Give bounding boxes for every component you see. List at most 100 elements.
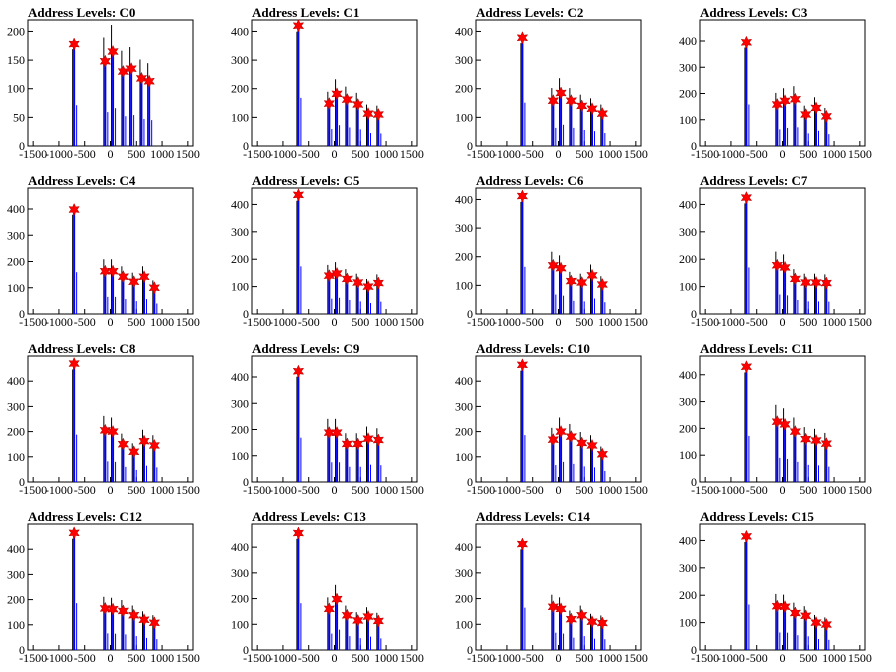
plot-frame — [251, 187, 418, 315]
y-tick-label: 200 — [231, 592, 249, 606]
peak-marker — [138, 270, 150, 284]
plot-frame — [27, 355, 194, 483]
plot-frame — [699, 523, 866, 651]
peak-marker — [771, 97, 784, 112]
chart-panel-11: Address Levels: C11 0 100 200 300 400 -1500-10… — [679, 341, 872, 497]
x-tick-label: 500 — [799, 147, 817, 161]
x-tick-label: -1500 — [243, 483, 271, 497]
y-tick-label: 400 — [7, 202, 25, 216]
x-tick-label: 1500 — [848, 315, 872, 329]
peak-marker — [799, 609, 812, 623]
y-tick-label: 100 — [7, 618, 25, 632]
y-tick-label: 400 — [679, 197, 697, 211]
x-tick-label: 1500 — [848, 483, 872, 497]
plot-frame — [251, 523, 418, 651]
x-tick-label: -1000 — [717, 147, 745, 161]
x-tick-label: -500 — [298, 147, 320, 161]
peak-marker — [323, 97, 336, 111]
y-tick-label: 100 — [455, 278, 473, 292]
peak-marker — [372, 614, 385, 628]
x-tick-label: -500 — [74, 315, 96, 329]
x-tick-label: 1500 — [176, 483, 200, 497]
x-tick-label: 1500 — [400, 315, 424, 329]
x-tick-label: 0 — [108, 147, 114, 161]
x-tick-label: -1000 — [269, 147, 297, 161]
y-tick-label: 300 — [455, 399, 473, 413]
x-tick-label: -1000 — [45, 147, 73, 161]
peak-marker — [117, 437, 130, 451]
peak-marker — [292, 19, 305, 33]
y-tick-label: 300 — [231, 225, 249, 239]
x-tick-label: 1500 — [624, 315, 648, 329]
y-tick-label: 200 — [7, 255, 25, 269]
y-tick-label: 0 — [467, 643, 473, 657]
y-tick-label: 300 — [455, 221, 473, 235]
x-tick-label: 1000 — [822, 147, 846, 161]
y-tick-label: 100 — [455, 450, 473, 464]
peak-marker — [596, 277, 609, 292]
x-tick-label: 1500 — [624, 651, 648, 665]
x-tick-label: 1500 — [624, 483, 648, 497]
peak-marker — [586, 102, 598, 116]
x-tick-label: 0 — [556, 651, 562, 665]
x-tick-label: 0 — [780, 315, 786, 329]
y-tick-label: 200 — [455, 592, 473, 606]
chart-title: Address Levels: C15 — [700, 509, 814, 524]
peak-marker — [138, 434, 150, 448]
peak-marker — [575, 99, 588, 113]
plot-frame — [27, 187, 194, 315]
y-tick-label: 400 — [7, 374, 25, 388]
plot-frame — [27, 523, 194, 651]
x-tick-label: -1000 — [717, 651, 745, 665]
plot-frame — [699, 19, 866, 147]
peak-marker — [127, 445, 140, 459]
peak-marker — [362, 432, 374, 446]
peak-marker — [555, 602, 567, 616]
y-tick-label: 300 — [7, 399, 25, 413]
x-tick-label: -1500 — [691, 651, 719, 665]
y-tick-label: 0 — [243, 139, 249, 153]
peak-marker — [547, 433, 560, 447]
x-tick-label: 500 — [799, 651, 817, 665]
peak-marker — [125, 62, 137, 76]
chart-panel-13: Address Levels: C13 0 100 200 300 400 -1500-10… — [231, 509, 424, 665]
peak-marker — [323, 602, 336, 616]
x-tick-label: -500 — [522, 483, 544, 497]
peak-marker — [779, 417, 791, 431]
y-tick-label: 200 — [7, 425, 25, 439]
x-tick-label: 500 — [799, 315, 817, 329]
peak-marker — [292, 526, 305, 540]
x-tick-label: -1000 — [717, 315, 745, 329]
x-tick-label: 500 — [575, 483, 593, 497]
x-tick-label: 1500 — [400, 147, 424, 161]
peak-marker — [779, 260, 791, 275]
peak-marker — [341, 608, 354, 622]
y-tick-label: 0 — [467, 307, 473, 321]
chart-title: Address Levels: C13 — [252, 509, 366, 524]
peak-marker — [372, 276, 385, 290]
y-tick-label: 100 — [7, 281, 25, 295]
peak-marker — [68, 37, 80, 51]
x-tick-label: 1500 — [848, 147, 872, 161]
chart-panel-2: Address Levels: C2 0 100 200 300 400 -1500-100… — [455, 5, 648, 161]
y-tick-label: 200 — [231, 252, 249, 266]
chart-panel-4: Address Levels: C4 0 100 200 300 400 -1500-100… — [7, 173, 200, 329]
peak-marker — [341, 437, 354, 451]
peak-marker — [107, 424, 119, 439]
peak-marker — [516, 537, 529, 551]
peak-marker — [331, 87, 343, 101]
peak-marker — [820, 617, 833, 632]
chart-panel-8: Address Levels: C8 0 100 200 300 400 -1500-100… — [7, 341, 200, 497]
x-tick-label: -1500 — [19, 147, 47, 161]
peak-marker — [351, 275, 364, 290]
x-tick-label: 1000 — [150, 651, 174, 665]
y-tick-label: 400 — [231, 197, 249, 211]
peak-marker — [740, 360, 753, 374]
plot-frame — [699, 187, 866, 315]
y-tick-label: 200 — [679, 87, 697, 101]
x-tick-label: 1000 — [598, 147, 622, 161]
y-tick-label: 0 — [243, 475, 249, 489]
x-tick-label: 1500 — [400, 651, 424, 665]
peak-marker — [127, 608, 140, 622]
